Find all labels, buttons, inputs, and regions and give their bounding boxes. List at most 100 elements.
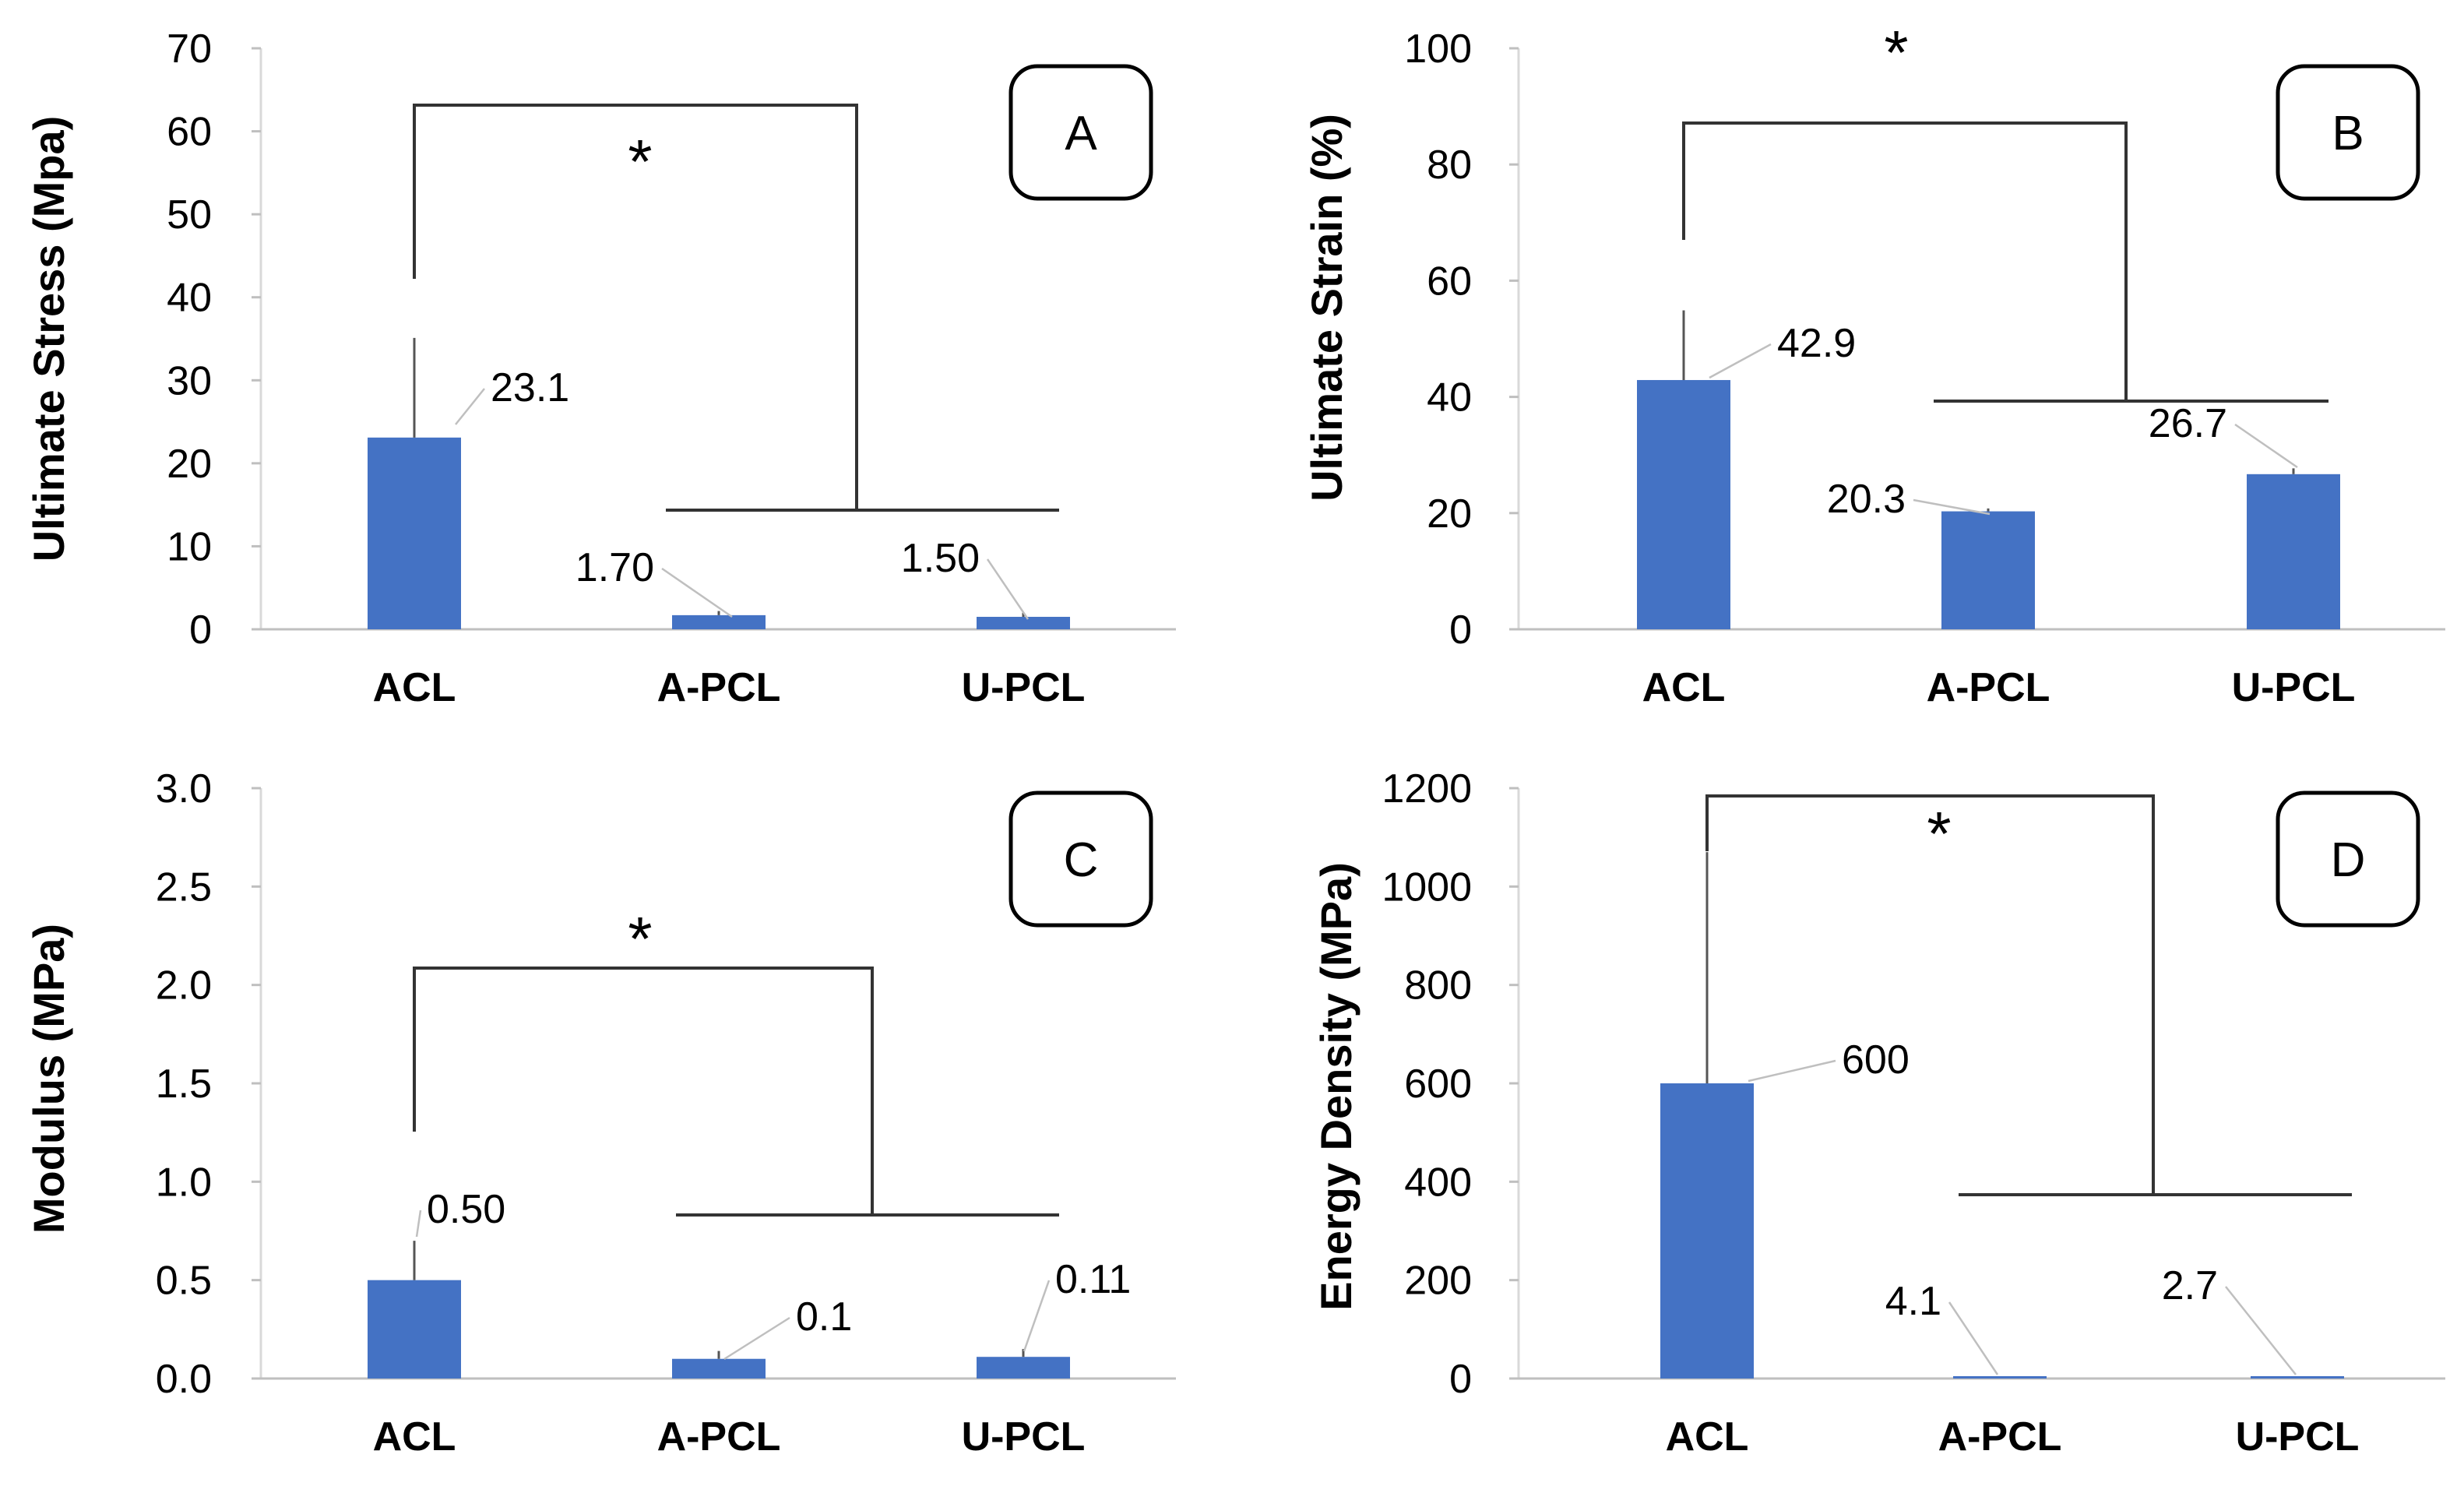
- y-tick-label: 1.0: [156, 1160, 212, 1205]
- panel-label-box: [1008, 791, 1153, 928]
- data-label: 2.7: [2162, 1263, 2218, 1308]
- y-tick-label: 20: [1427, 491, 1472, 537]
- data-label: 0.11: [1055, 1257, 1131, 1302]
- bar: [2251, 1376, 2344, 1379]
- bar: [672, 1358, 766, 1379]
- y-tick-label: 0: [189, 607, 212, 653]
- significance-marker: *: [628, 127, 652, 196]
- data-label-leader: [1709, 343, 1772, 379]
- panel-label-box: [2276, 64, 2420, 201]
- y-tick-label: 0.5: [156, 1259, 212, 1304]
- significance-bracket: [1705, 794, 2352, 1196]
- y-tick-label: 400: [1404, 1160, 1472, 1205]
- y-tick-label: 10: [167, 524, 212, 569]
- x-category-label: A-PCL: [657, 665, 781, 710]
- x-category-label: ACL: [1642, 665, 1726, 710]
- y-tick-label: 2.0: [156, 963, 212, 1009]
- y-tick-label: 1200: [1382, 766, 1472, 812]
- bar: [1941, 511, 2035, 629]
- chart-panel-b: 0 20 40 60 80 100 Ultimate Strain (%) ACL 42.9 A-…: [1302, 18, 2445, 710]
- y-tick-label: 40: [1427, 375, 1472, 421]
- y-axis-label: Ultimate Stress (Mpa): [24, 116, 73, 562]
- data-label: 1.50: [901, 536, 980, 581]
- y-tick-label: 80: [1427, 143, 1472, 188]
- y-tick-label: 50: [167, 192, 212, 238]
- panel-label: C: [1064, 833, 1099, 887]
- panel-label-box: [2276, 791, 2420, 928]
- y-tick-label: 60: [1427, 259, 1472, 304]
- significance-bracket: [413, 967, 1059, 1217]
- data-label-leader: [1748, 1059, 1836, 1083]
- bar: [368, 1280, 461, 1379]
- data-label-leader: [1948, 1301, 1999, 1375]
- data-label: 600: [1842, 1037, 1910, 1083]
- data-label: 4.1: [1885, 1279, 1941, 1324]
- y-tick-label: 100: [1404, 26, 1472, 72]
- x-category-label: U-PCL: [962, 665, 1086, 710]
- x-category-label: ACL: [1666, 1414, 1749, 1460]
- chart-panel-d: 0 200 400 600 800 1000 1200 Energy Density (MPa…: [1311, 766, 2445, 1460]
- significance-bracket: [413, 104, 1059, 512]
- chart-panel-a: 0 10 20 30 40 50 60 70 Ultimate Stress (Mpa) ACL 2…: [24, 26, 1176, 710]
- significance-marker: *: [628, 904, 652, 974]
- significance-marker: *: [1927, 799, 1951, 868]
- y-tick-label: 70: [167, 26, 212, 72]
- y-tick-label: 2.5: [156, 864, 212, 910]
- data-label: 1.70: [576, 545, 654, 590]
- x-category-label: ACL: [373, 1414, 456, 1460]
- data-label-leader: [986, 558, 1030, 620]
- data-label: 0.50: [427, 1187, 505, 1232]
- x-category-label: A-PCL: [657, 1414, 781, 1460]
- bar: [368, 437, 461, 629]
- data-label-leader: [2234, 423, 2298, 469]
- bar: [672, 614, 766, 629]
- y-tick-label: 0: [1449, 1357, 1472, 1402]
- x-category-label: A-PCL: [1927, 665, 2050, 710]
- data-label-leader: [455, 388, 485, 425]
- x-category-label: U-PCL: [2232, 665, 2356, 710]
- y-tick-label: 3.0: [156, 766, 212, 812]
- bar: [1660, 1083, 1754, 1379]
- y-tick-label: 0: [1449, 607, 1472, 653]
- significance-marker: *: [1884, 18, 1908, 87]
- x-category-label: A-PCL: [1938, 1414, 2062, 1460]
- bar: [977, 617, 1070, 629]
- y-tick-label: 30: [167, 358, 212, 403]
- data-label: 20.3: [1827, 477, 1906, 522]
- data-label-leader: [1023, 1280, 1051, 1352]
- y-tick-label: 600: [1404, 1062, 1472, 1107]
- bar: [2247, 474, 2340, 629]
- bar: [1637, 379, 1730, 629]
- y-axis-label: Ultimate Strain (%): [1302, 114, 1351, 502]
- y-tick-label: 800: [1404, 963, 1472, 1009]
- panel-label-box: [1008, 64, 1153, 201]
- y-axis-label: Modulus (MPa): [24, 924, 73, 1234]
- data-label: 23.1: [491, 365, 569, 410]
- y-tick-label: 60: [167, 110, 212, 155]
- y-tick-label: 1000: [1382, 864, 1472, 910]
- data-label-leader: [723, 1316, 790, 1361]
- panel-label: D: [2331, 833, 2366, 887]
- bar: [1953, 1376, 2047, 1379]
- x-category-label: ACL: [373, 665, 456, 710]
- data-label: 0.1: [796, 1294, 852, 1340]
- y-tick-label: 0.0: [156, 1357, 212, 1402]
- x-category-label: U-PCL: [2236, 1414, 2360, 1460]
- data-label-leader: [415, 1210, 422, 1238]
- data-label: 26.7: [2149, 401, 2227, 446]
- x-category-label: U-PCL: [962, 1414, 1086, 1460]
- y-axis-label: Energy Density (MPa): [1311, 862, 1360, 1311]
- data-label-leader: [1913, 498, 1991, 516]
- chart-panel-c: 0.0 0.5 1.0 1.5 2.0 2.5 3.0 Modulus (MPa) ACL 0.5…: [24, 766, 1176, 1460]
- significance-bracket: [1682, 121, 2328, 403]
- data-label-leader: [2225, 1286, 2297, 1375]
- bar: [977, 1357, 1070, 1379]
- panel-label: A: [1065, 107, 1097, 160]
- y-tick-label: 40: [167, 276, 212, 321]
- y-tick-label: 200: [1404, 1259, 1472, 1304]
- y-tick-label: 20: [167, 442, 212, 487]
- y-tick-label: 1.5: [156, 1062, 212, 1107]
- panel-label: B: [2332, 107, 2364, 160]
- data-label-leader: [661, 567, 733, 618]
